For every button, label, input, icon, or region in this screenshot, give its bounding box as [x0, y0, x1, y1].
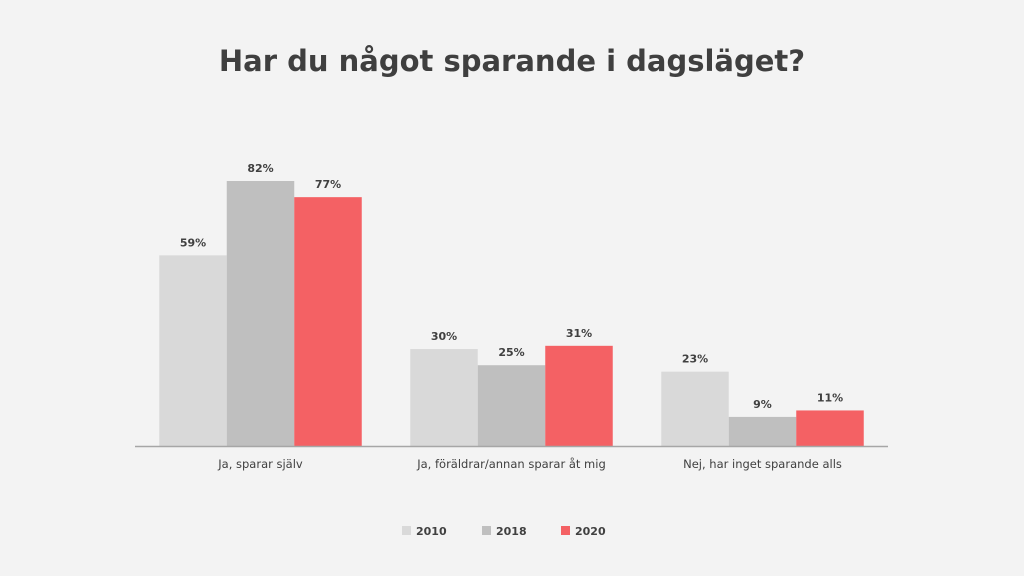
legend-swatch-2020 — [561, 526, 570, 535]
category-label-1: Ja, sparar själv — [217, 457, 303, 471]
bar-2020-2 — [545, 345, 613, 446]
data-label-2020-2: 31% — [566, 327, 592, 340]
data-label-2018-2: 25% — [498, 346, 524, 359]
legend-swatch-2010 — [402, 526, 411, 535]
category-label-2: Ja, föräldrar/annan sparar åt mig — [416, 457, 606, 471]
data-label-2018-3: 9% — [753, 398, 772, 411]
bar-2010-1 — [159, 255, 227, 446]
legend-label-2020: 2020 — [575, 525, 606, 538]
data-label-2010-1: 59% — [180, 236, 206, 249]
data-label-2010-3: 23% — [682, 353, 708, 366]
data-label-2020-1: 77% — [315, 178, 341, 191]
legend-label-2018: 2018 — [496, 525, 527, 538]
category-label-3: Nej, har inget sparande alls — [683, 457, 842, 471]
legend-label-2010: 2010 — [416, 525, 447, 538]
chart-title: Har du något sparande i dagsläget? — [218, 44, 806, 78]
bar-2018-2 — [477, 365, 546, 446]
bar-2020-1 — [294, 197, 362, 446]
legend-swatch-2018 — [482, 526, 491, 535]
bar-2010-3 — [661, 371, 729, 446]
data-label-2018-1: 82% — [247, 162, 273, 175]
data-label-2010-2: 30% — [431, 330, 457, 343]
bar-2010-2 — [410, 349, 478, 446]
data-label-2020-3: 11% — [817, 391, 843, 404]
bar-2020-3 — [796, 410, 864, 446]
bar-2018-3 — [728, 416, 797, 446]
bar-2018-1 — [226, 181, 295, 446]
